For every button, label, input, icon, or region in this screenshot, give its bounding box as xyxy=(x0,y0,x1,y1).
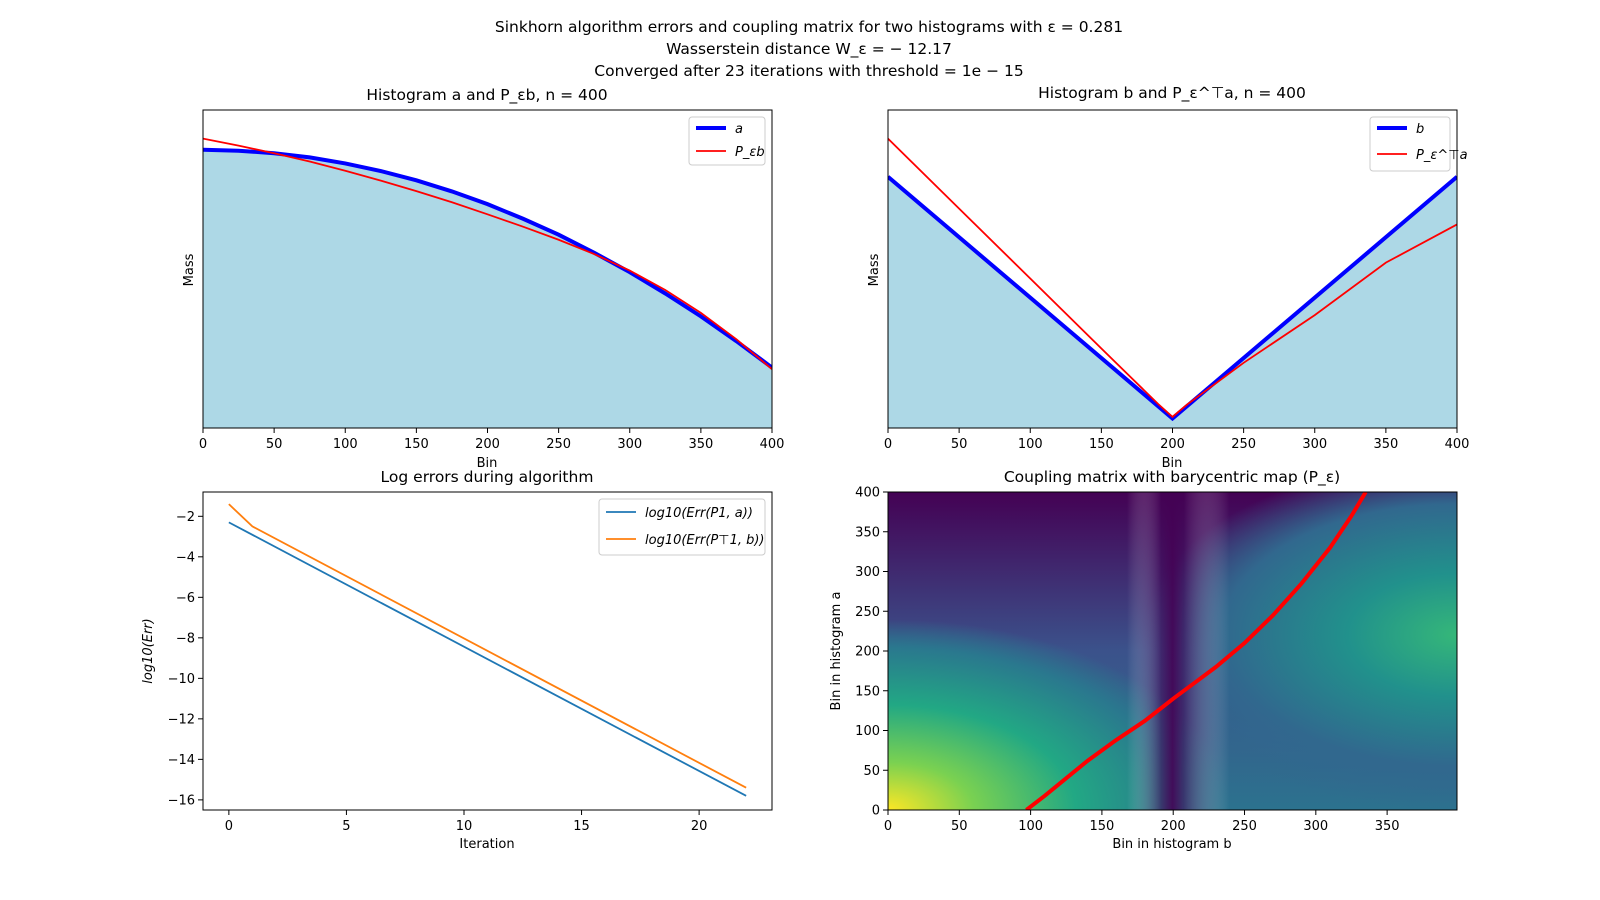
panel-log-errors-frame xyxy=(202,491,773,811)
coupling-xtick-label: 150 xyxy=(1089,819,1114,834)
hist-b-xtick-label: 200 xyxy=(1160,437,1185,452)
legend-err2-label: log10(Err(P⊤1, b)) xyxy=(645,533,765,548)
panel-log-errors: Log errors during algorithm 0 5 10 15 20 −2−… xyxy=(141,468,773,852)
panel-hist-a: Histogram a and P_εb, n = 400 0 50 100 150 2… xyxy=(182,86,784,471)
panel-hist-b: Histogram b and P_ε^⊤a, n = 400 0 50 100 15… xyxy=(867,84,1469,471)
panel-hist-b-xlabel: Bin xyxy=(1162,456,1183,471)
hist-a-xtick-label: 200 xyxy=(475,437,500,452)
log-errors-ytick-label: −12 xyxy=(168,712,195,727)
hist-b-xtick-label: 100 xyxy=(1018,437,1043,452)
log-errors-xtick-label: 5 xyxy=(342,819,350,834)
panel-hist-b-title: Histogram b and P_ε^⊤a, n = 400 xyxy=(1038,84,1306,103)
coupling-ytick-label: 0 xyxy=(872,804,880,819)
coupling-xtick-label: 100 xyxy=(1018,819,1043,834)
heatmap-center-column-layer xyxy=(888,492,1457,810)
suptitle-line-2: Wasserstein distance W_ε = − 12.17 xyxy=(666,40,952,59)
hist-a-xtick-label: 100 xyxy=(333,437,358,452)
legend-a-label: a xyxy=(735,122,743,137)
hist-a-xtick-label: 250 xyxy=(546,437,571,452)
err-pt1-b-line xyxy=(228,503,747,789)
hist-b-xtick-label: 0 xyxy=(884,437,892,452)
coupling-ytick-label: 350 xyxy=(855,525,880,540)
coupling-ytick-label: 50 xyxy=(863,764,880,779)
panel-hist-a-xticks: 0 50 100 150 200 250 300 350 400 xyxy=(199,428,785,452)
coupling-xtick-label: 250 xyxy=(1232,819,1257,834)
coupling-ytick-label: 250 xyxy=(855,605,880,620)
panel-log-errors-legend: log10(Err(P1, a)) log10(Err(P⊤1, b)) xyxy=(598,498,766,556)
hist-a-xtick-label: 0 xyxy=(199,437,207,452)
coupling-heatmap xyxy=(888,492,1457,810)
suptitle-line-1: Sinkhorn algorithm errors and coupling m… xyxy=(495,18,1123,36)
hist-b-line xyxy=(888,175,1457,422)
legend-box xyxy=(598,498,766,556)
panel-coupling-title: Coupling matrix with barycentric map (P_… xyxy=(1004,468,1340,487)
log-errors-xtick-label: 10 xyxy=(456,819,473,834)
coupling-xtick-label: 0 xyxy=(884,819,892,834)
panel-hist-a-ylabel: Mass xyxy=(182,253,197,286)
panel-coupling: Coupling matrix with barycentric map (P_… xyxy=(829,468,1458,852)
legend-pta-label: P_ε^⊤a xyxy=(1416,148,1468,163)
panel-log-errors-xlabel: Iteration xyxy=(459,837,514,852)
hist-a-xtick-label: 150 xyxy=(404,437,429,452)
panel-log-errors-yticks: −2 −4 −6 −8 −10 −12 −14 −16 xyxy=(168,510,203,808)
hist-b-fill xyxy=(888,176,1457,428)
hist-a-xtick-label: 350 xyxy=(688,437,713,452)
hist-b-xtick-label: 400 xyxy=(1445,437,1470,452)
hist-b-xtick-label: 300 xyxy=(1302,437,1327,452)
hist-b-xtick-label: 50 xyxy=(951,437,968,452)
coupling-xtick-label: 200 xyxy=(1161,819,1186,834)
log-errors-xtick-label: 15 xyxy=(573,819,590,834)
hist-a-xtick-label: 300 xyxy=(617,437,642,452)
panel-log-errors-xticks: 0 5 10 15 20 xyxy=(225,810,708,834)
log-errors-ytick-label: −2 xyxy=(176,510,195,525)
p-eps-t-a-line xyxy=(888,137,1457,419)
coupling-xtick-label: 350 xyxy=(1375,819,1400,834)
coupling-ytick-label: 200 xyxy=(855,645,880,660)
log-errors-ytick-label: −4 xyxy=(176,550,195,565)
panel-hist-a-title: Histogram a and P_εb, n = 400 xyxy=(366,86,607,105)
log-errors-ytick-label: −16 xyxy=(168,793,195,808)
panel-coupling-xticks: 0 50 100 150 200 250 300 350 xyxy=(884,810,1400,834)
hist-a-fill xyxy=(203,149,772,428)
panel-log-errors-title: Log errors during algorithm xyxy=(381,468,594,486)
legend-pb-label: P_εb xyxy=(735,145,765,160)
log-errors-xtick-label: 20 xyxy=(691,819,708,834)
legend-b-label: b xyxy=(1416,122,1424,137)
legend-box xyxy=(1369,116,1451,172)
hist-b-xtick-label: 350 xyxy=(1373,437,1398,452)
coupling-ytick-label: 300 xyxy=(855,565,880,580)
suptitle-line-3: Converged after 23 iterations with thres… xyxy=(594,62,1023,80)
hist-a-xtick-label: 50 xyxy=(266,437,283,452)
legend-err1-label: log10(Err(P1, a)) xyxy=(645,506,753,521)
hist-a-xtick-label: 400 xyxy=(760,437,785,452)
hist-b-xtick-label: 250 xyxy=(1231,437,1256,452)
panel-hist-a-xlabel: Bin xyxy=(477,456,498,471)
panel-hist-a-legend: a P_εb xyxy=(688,116,766,166)
log-errors-ytick-label: −8 xyxy=(176,631,195,646)
panel-coupling-ylabel: Bin in histogram a xyxy=(829,592,844,711)
coupling-xtick-label: 50 xyxy=(951,819,968,834)
barycentric-map-line xyxy=(1025,492,1368,810)
log-errors-xtick-label: 0 xyxy=(225,819,233,834)
panel-coupling-yticks: 0 50 100 150 200 250 300 350 400 xyxy=(855,486,888,819)
panel-log-errors-ylabel: log10(Err) xyxy=(141,618,156,683)
log-errors-ytick-label: −6 xyxy=(176,591,195,606)
coupling-ytick-label: 400 xyxy=(855,486,880,501)
log-errors-ytick-label: −10 xyxy=(168,672,195,687)
panel-hist-a-plot xyxy=(203,137,772,428)
coupling-ytick-label: 150 xyxy=(855,684,880,699)
coupling-ytick-label: 100 xyxy=(855,724,880,739)
hist-a-line xyxy=(203,147,772,370)
panel-hist-b-legend: b P_ε^⊤a xyxy=(1369,116,1468,172)
panel-hist-b-plot xyxy=(888,137,1457,428)
panel-coupling-xlabel: Bin in histogram b xyxy=(1112,837,1231,852)
panel-hist-b-ylabel: Mass xyxy=(867,253,882,286)
panel-hist-b-xticks: 0 50 100 150 200 250 300 350 400 xyxy=(884,428,1470,452)
p-eps-b-line xyxy=(203,137,772,370)
err-p1-a-line xyxy=(228,521,747,797)
hist-b-xtick-label: 150 xyxy=(1089,437,1114,452)
log-errors-ytick-label: −14 xyxy=(168,753,195,768)
coupling-xtick-label: 300 xyxy=(1303,819,1328,834)
